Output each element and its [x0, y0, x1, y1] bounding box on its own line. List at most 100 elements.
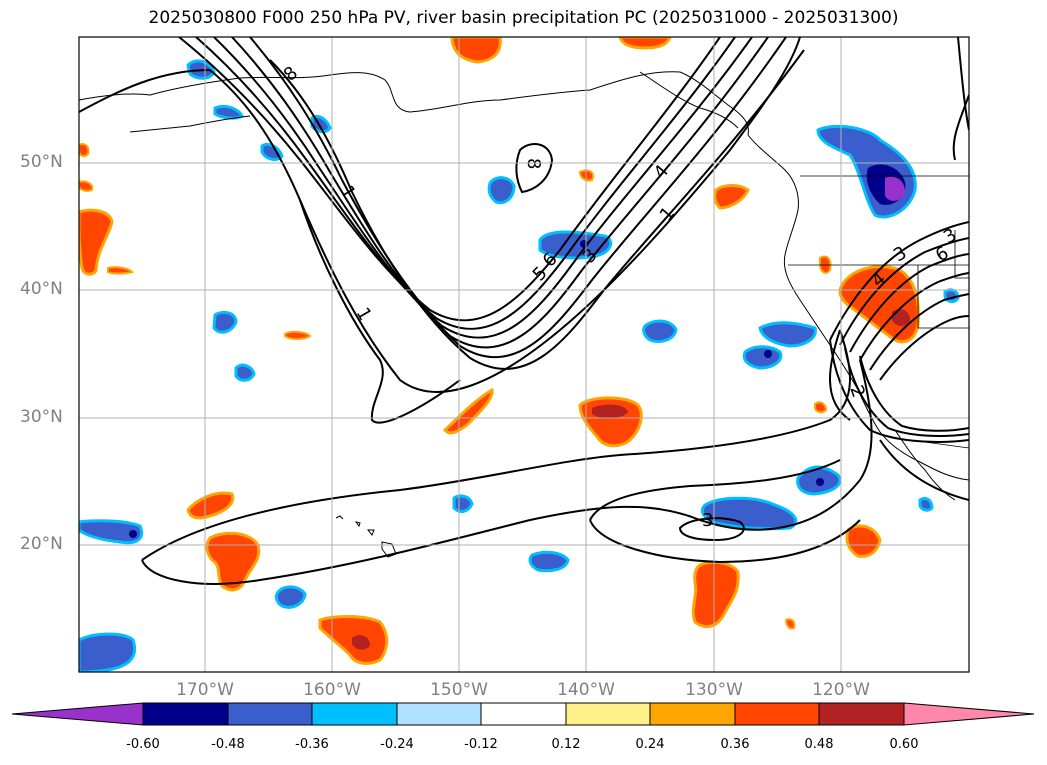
neg-blob-3 — [642, 319, 678, 344]
contour-ridge-8 — [844, 347, 969, 437]
contour-trough-6 — [269, 49, 805, 370]
colorbar-tick: 0.36 — [720, 737, 750, 752]
neg-blob-15 — [452, 494, 474, 513]
colorbar-swatch — [480, 702, 567, 726]
colorbar-swatch — [142, 702, 229, 726]
neg-extreme-pacnw — [885, 176, 905, 201]
border-state-3 — [954, 230, 969, 279]
contour-loop-8a — [515, 143, 554, 194]
contour-label: 3 — [702, 510, 713, 531]
colorbar-swatch — [227, 702, 313, 726]
lat-label-50n: 50°N — [20, 152, 63, 172]
contour-ridge-4 — [859, 272, 969, 361]
colorbar — [11, 702, 1035, 726]
colorbar-tick: 0.12 — [551, 737, 581, 752]
pos-blob-west-pac-1 — [205, 531, 261, 592]
neg-core-1 — [129, 530, 137, 538]
contour-subtrop-2 — [141, 359, 873, 585]
island-3 — [366, 529, 375, 536]
colorbar-swatch — [311, 702, 398, 726]
contour-ridge-9 — [859, 355, 969, 432]
contour-ridge-3 — [849, 253, 969, 353]
pos-blob-alaska — [618, 37, 672, 50]
colorbar-extend-high — [903, 702, 1035, 726]
colorbar-tick: -0.60 — [126, 737, 160, 752]
colorbar-swatch — [396, 702, 482, 726]
contour-loop-1 — [299, 199, 461, 424]
neg-blob-17 — [918, 496, 934, 512]
map-title: 2025030800 F000 250 hPa PV, river basin … — [148, 8, 899, 28]
neg-core-3 — [816, 478, 824, 486]
neg-blob-1 — [742, 345, 783, 370]
pos-blob-small-3 — [814, 401, 828, 414]
contour-ridge-5 — [869, 293, 969, 371]
pos-blob-small-5 — [79, 143, 90, 158]
contour-ridge-2 — [839, 237, 969, 346]
pos-blob-alaska-2 — [450, 37, 502, 64]
contour-subtrop-3 — [589, 459, 841, 521]
lon-label-160w: 160°W — [303, 680, 361, 700]
island-1 — [335, 515, 344, 520]
colorbar-swatch — [649, 702, 736, 726]
pos-blob-west-edge — [79, 208, 114, 276]
pos-core-hawaii-sw — [352, 635, 370, 650]
colorbar-swatch — [818, 702, 905, 726]
pos-core-california — [892, 309, 910, 326]
colorbar-swatch — [734, 702, 820, 726]
pos-blob-streak — [442, 387, 494, 435]
contour-subtrop-1 — [141, 329, 851, 561]
colorbar-swatch — [565, 702, 651, 726]
neg-blob-subtrop — [700, 496, 798, 531]
contour-trough-4 — [231, 37, 769, 349]
neg-blob-8 — [274, 585, 307, 609]
neg-blob-2 — [758, 321, 817, 348]
contour-trough-5 — [249, 37, 787, 359]
neg-blob-9 — [487, 176, 516, 205]
lon-label-140w: 140°W — [557, 680, 615, 700]
contour-subtrop-4 — [589, 519, 861, 564]
hawaii-islands — [335, 515, 397, 558]
neg-blob-5 — [528, 550, 570, 573]
contour-label: 8 — [523, 158, 544, 169]
pos-blob-mexico — [845, 524, 882, 558]
neg-core-2 — [764, 350, 772, 358]
colorbar-tick: -0.36 — [295, 737, 329, 752]
colorbar-tick: 0.24 — [635, 737, 665, 752]
neg-blob-14 — [260, 142, 284, 161]
lat-label-30n: 30°N — [20, 407, 63, 427]
positive-anomaly-blobs — [79, 37, 920, 665]
lat-label-20n: 20°N — [20, 534, 63, 554]
lon-label-170w: 170°W — [176, 680, 234, 700]
pos-core-ne-pac — [592, 404, 628, 419]
coast-aleutians — [129, 115, 251, 133]
contour-ridge-1 — [829, 221, 969, 341]
island-4 — [381, 541, 397, 558]
contour-ridge-11 — [952, 94, 969, 161]
map-frame — [78, 36, 970, 673]
neg-blob-11 — [212, 310, 238, 334]
colorbar-tick: 0.60 — [889, 737, 919, 752]
map-panel[interactable]: 8 8 1 1 1 4 6 5 3 2 3 3 6 4 3 — [79, 37, 969, 672]
lon-label-150w: 150°W — [430, 680, 488, 700]
pos-blob-subtrop-east — [691, 560, 740, 629]
contour-trough-3 — [213, 37, 753, 339]
contour-bottom — [829, 329, 851, 421]
pos-blob-bc — [713, 184, 750, 210]
contour-ridge-6 — [879, 315, 969, 381]
island-2 — [354, 521, 361, 528]
border-state-2 — [917, 265, 969, 329]
lon-label-120w: 120°W — [812, 680, 870, 700]
coast-alaska — [79, 71, 749, 136]
coast-alaska-se — [639, 71, 739, 129]
pv-contours — [79, 37, 969, 585]
neg-blob-7 — [79, 632, 137, 672]
lat-label-40n: 40°N — [20, 279, 63, 299]
pos-blob-small-8 — [784, 618, 796, 630]
coast-bc-us — [747, 134, 969, 481]
contour-ridge-10 — [957, 37, 969, 131]
negative-anomaly-blobs — [79, 59, 960, 672]
gridlines — [79, 37, 969, 672]
neg-blob-12 — [234, 363, 256, 382]
contour-outer — [79, 37, 801, 393]
